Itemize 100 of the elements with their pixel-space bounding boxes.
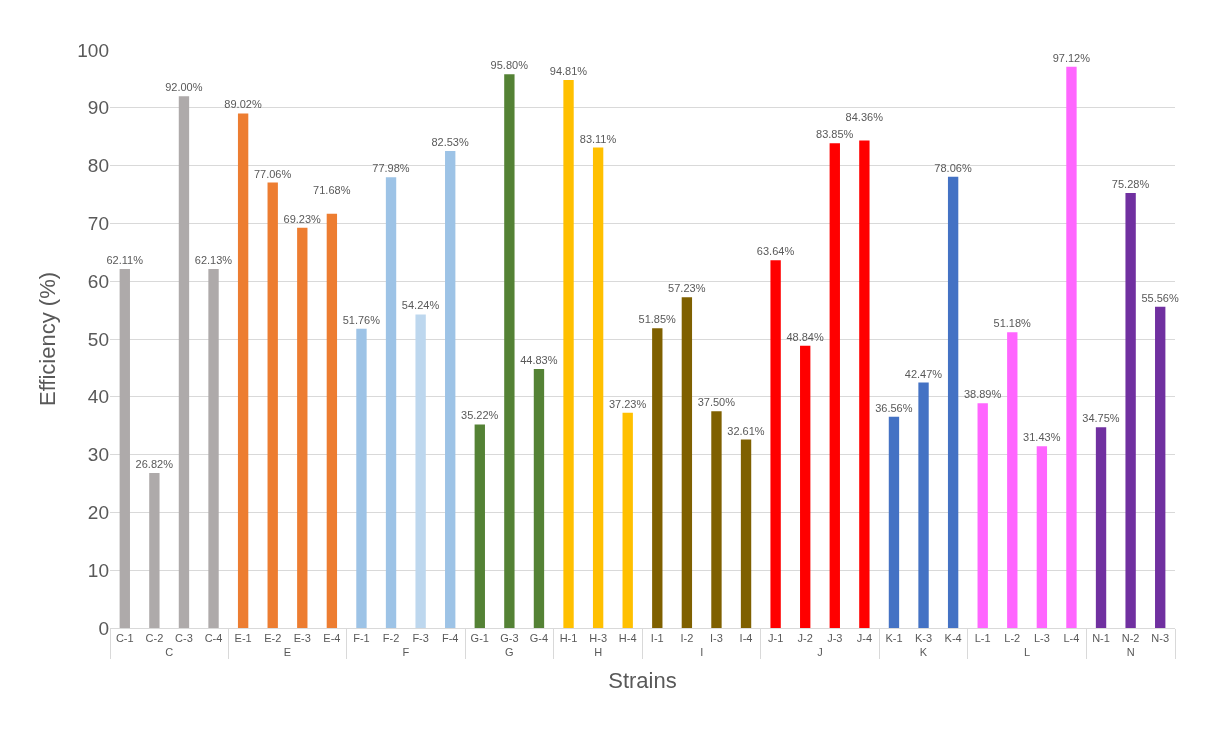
x-tick-label: G-4 [529, 632, 549, 645]
bar [474, 424, 485, 628]
bar [563, 80, 574, 628]
bar [237, 113, 249, 628]
data-label: 95.80% [490, 59, 529, 72]
y-tick-label: 100 [77, 39, 109, 61]
data-label: 78.06% [934, 161, 972, 174]
data-label: 51.85% [638, 313, 677, 326]
data-label: 31.43% [1023, 431, 1061, 444]
data-label: 84.36% [845, 111, 884, 124]
bar [1095, 427, 1107, 628]
y-tick-label: 0 [98, 617, 109, 639]
data-label: 26.82% [135, 457, 174, 470]
bar [652, 328, 663, 628]
series-label: E [283, 646, 292, 659]
x-tick-label: L-4 [1063, 632, 1080, 645]
data-label: 69.23% [283, 212, 322, 225]
bar [947, 176, 959, 628]
bar [1036, 446, 1048, 628]
x-tick-label: K-1 [885, 632, 903, 645]
series-label: F [402, 646, 410, 659]
data-label: 77.06% [253, 167, 292, 180]
x-tick-label: E-2 [264, 632, 282, 645]
y-tick-label: 60 [87, 270, 109, 292]
bar [1066, 66, 1077, 628]
x-tick-label: G-1 [470, 632, 489, 645]
x-tick-label: F-1 [353, 632, 370, 645]
x-tick-label: F-3 [412, 632, 429, 645]
bar [1155, 306, 1166, 628]
data-label: 83.85% [816, 128, 854, 141]
data-label: 42.47% [904, 367, 943, 380]
series-label: L [1024, 646, 1031, 659]
data-label: 89.02% [224, 98, 262, 111]
data-label: 36.56% [875, 401, 913, 414]
data-label: 82.53% [431, 135, 469, 148]
x-tick-label: K-3 [914, 632, 933, 645]
x-tick-label: J-3 [827, 632, 843, 645]
x-tick-label: C-3 [175, 632, 193, 645]
y-tick-label: 80 [87, 155, 109, 177]
series-label: G [505, 646, 514, 659]
x-tick-label: G-3 [500, 632, 519, 645]
x-tick-label: L-3 [1033, 632, 1050, 645]
bar [267, 182, 278, 628]
bar [888, 416, 900, 628]
bar [681, 297, 693, 628]
bar [859, 140, 870, 628]
x-tick-label: H-1 [559, 632, 578, 645]
x-tick-label: L-2 [1004, 632, 1021, 645]
bar [149, 472, 160, 628]
x-tick-label: H-4 [618, 632, 637, 645]
series-label: C [165, 646, 174, 659]
bar [622, 412, 633, 628]
data-label: 97.12% [1052, 51, 1091, 64]
data-label: 44.83% [520, 353, 558, 366]
data-label: 37.23% [608, 397, 647, 410]
y-axis-title: Efficiency (%) [35, 271, 61, 407]
x-tick-label: N-3 [1151, 632, 1170, 645]
x-tick-label: N-1 [1092, 632, 1110, 645]
x-tick-label: J-4 [856, 632, 873, 645]
series-label: N [1126, 646, 1135, 659]
bar [800, 345, 811, 628]
x-tick-label: I-1 [650, 632, 664, 645]
y-tick-label: 90 [87, 97, 109, 119]
bar [504, 74, 515, 628]
x-tick-label: F-2 [382, 632, 400, 645]
bar [326, 213, 338, 628]
data-label: 51.76% [342, 313, 381, 326]
data-label: 48.84% [786, 330, 824, 343]
x-tick-label: I-2 [680, 632, 694, 645]
x-tick-label: N-2 [1121, 632, 1140, 645]
x-tick-label: J-2 [797, 632, 813, 645]
bar [119, 269, 130, 628]
data-label: 62.11% [106, 254, 144, 266]
data-label: 34.75% [1082, 412, 1120, 425]
series-label: J [817, 646, 823, 659]
y-tick-label: 50 [87, 328, 109, 350]
data-label: 92.00% [165, 81, 203, 94]
series-label: H [594, 646, 603, 659]
bar [445, 150, 456, 628]
data-label: 38.89% [963, 388, 1002, 401]
bar [740, 439, 752, 628]
bar [356, 328, 367, 628]
x-tick-label: H-3 [589, 632, 607, 645]
data-label: 62.13% [194, 253, 233, 266]
bar [1007, 332, 1018, 628]
x-tick-label: L-1 [974, 632, 991, 645]
x-tick-label: J-1 [767, 632, 784, 645]
data-label: 57.23% [668, 282, 706, 295]
x-tick-label: E-4 [323, 632, 341, 645]
bar [415, 314, 426, 628]
data-label: 75.28% [1111, 177, 1150, 190]
data-label: 35.22% [461, 409, 499, 422]
series-label: I [700, 646, 704, 659]
bar [208, 268, 219, 628]
bar [977, 403, 988, 628]
bar [385, 177, 397, 628]
y-tick-label: 10 [87, 559, 109, 581]
bar [711, 411, 722, 628]
x-tick-label: C-2 [145, 632, 164, 645]
y-tick-label: 20 [87, 502, 109, 524]
